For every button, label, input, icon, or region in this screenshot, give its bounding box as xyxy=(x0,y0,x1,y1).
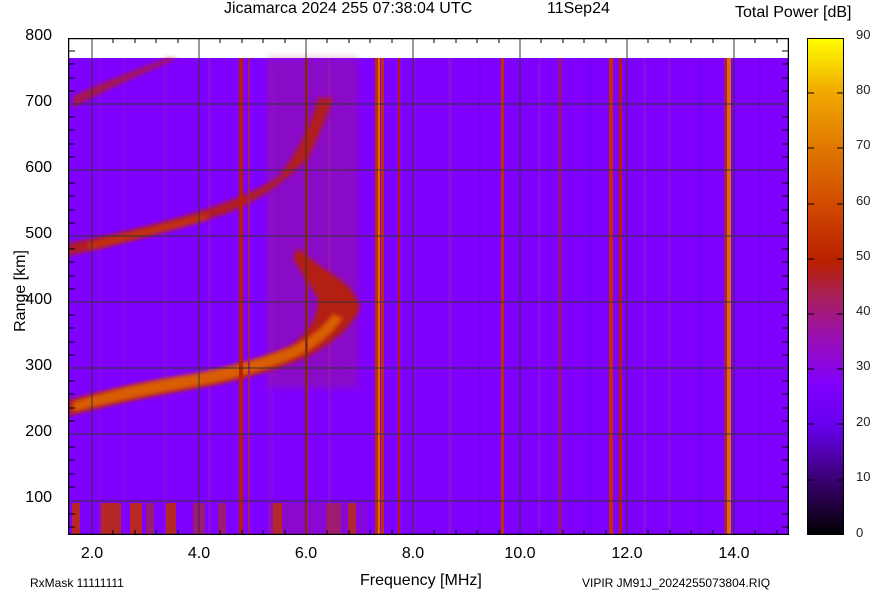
ionogram-plot xyxy=(68,38,789,535)
y-axis-label: Range [km] xyxy=(12,250,29,332)
cb-tick-30: 30 xyxy=(856,358,871,373)
cb-tick-10: 10 xyxy=(856,469,871,484)
y-tick-700: 700 xyxy=(25,93,52,110)
cb-tick-20: 20 xyxy=(856,414,871,429)
y-tick-500: 500 xyxy=(25,225,52,242)
y-tick-600: 600 xyxy=(25,159,52,176)
rxmask-label: RxMask 11111111 xyxy=(30,576,124,590)
y-tick-100: 100 xyxy=(25,489,52,506)
x-tick-10: 10.0 xyxy=(504,545,536,562)
x-tick-2: 2.0 xyxy=(80,545,104,562)
x-tick-12: 12.0 xyxy=(611,545,643,562)
x-tick-8: 8.0 xyxy=(401,545,425,562)
cb-tick-0: 0 xyxy=(856,525,864,540)
x-tick-4: 4.0 xyxy=(187,545,211,562)
x-axis-label: Frequency [MHz] xyxy=(360,572,482,589)
y-tick-800: 800 xyxy=(25,27,52,44)
cb-tick-40: 40 xyxy=(856,303,871,318)
cb-tick-50: 50 xyxy=(856,248,871,263)
x-tick-6: 6.0 xyxy=(294,545,318,562)
chart-date: 11Sep24 xyxy=(547,0,610,17)
y-tick-400: 400 xyxy=(25,291,52,308)
cb-tick-90: 90 xyxy=(856,27,871,42)
y-tick-300: 300 xyxy=(25,357,52,374)
chart-title: Jicamarca 2024 255 07:38:04 UTC xyxy=(224,0,473,17)
y-tick-200: 200 xyxy=(25,423,52,440)
colorbar-title: Total Power [dB] xyxy=(735,4,852,21)
cb-tick-70: 70 xyxy=(856,137,871,152)
colorbar xyxy=(807,38,844,535)
filename-label: VIPIR JM91J_2024255073804.RIQ xyxy=(582,576,771,590)
x-tick-14: 14.0 xyxy=(718,545,750,562)
cb-tick-80: 80 xyxy=(856,82,871,97)
cb-tick-60: 60 xyxy=(856,193,871,208)
